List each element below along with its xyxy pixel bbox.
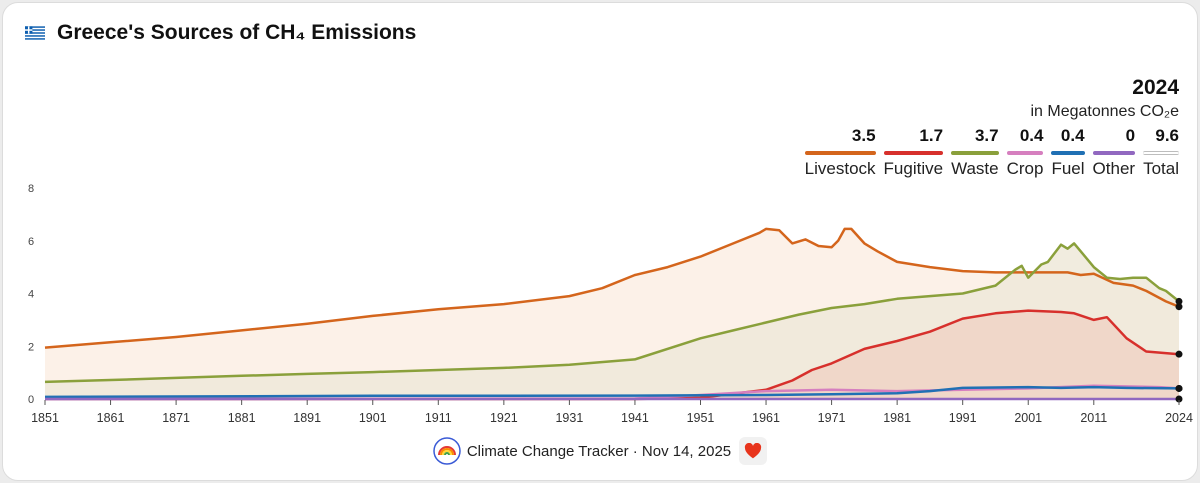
legend-item-total[interactable]: 9.6 Total — [1143, 125, 1179, 180]
x-tick-label: 1971 — [818, 411, 846, 425]
legend-label: Crop — [1006, 159, 1044, 178]
legend-value: 3.5 — [851, 126, 876, 145]
end-point-livestock — [1175, 303, 1183, 311]
y-tick-label: 6 — [28, 236, 34, 248]
legend: 3.5 Livestock 1.7 Fugitive 3.7 Waste 0.4… — [797, 125, 1179, 180]
x-tick-label: 1891 — [293, 411, 321, 425]
legend-label: Total — [1143, 159, 1179, 178]
unit-label: in Megatonnes CO₂e — [1030, 103, 1179, 120]
end-point-fugitive — [1175, 350, 1183, 358]
greece-flag-icon — [25, 26, 45, 40]
legend-swatch — [1006, 151, 1044, 155]
x-tick-label: 1871 — [162, 411, 190, 425]
legend-item-fuel[interactable]: 0.4 Fuel — [1051, 125, 1085, 180]
x-tick-label: 1921 — [490, 411, 518, 425]
legend-value: 3.7 — [974, 126, 999, 145]
y-tick-label: 4 — [28, 289, 34, 301]
x-tick-label: 1901 — [359, 411, 387, 425]
legend-label: Fugitive — [883, 159, 944, 178]
selected-year: 2024 — [1132, 76, 1179, 99]
legend-value: 0.4 — [1019, 126, 1044, 145]
x-tick-label: 1861 — [97, 411, 125, 425]
end-point-other — [1175, 395, 1183, 403]
x-tick-label: 1961 — [752, 411, 780, 425]
x-tick-label: 1881 — [228, 411, 256, 425]
legend-swatch-total — [1143, 151, 1179, 155]
y-tick-label: 2 — [28, 341, 34, 353]
chart-title: Greece's Sources of CH₄ Emissions — [57, 21, 417, 44]
x-tick-label: 1941 — [621, 411, 649, 425]
x-tick-label: 1951 — [687, 411, 715, 425]
legend-item-livestock[interactable]: 3.5 Livestock — [804, 125, 876, 180]
legend-swatch — [1092, 151, 1136, 155]
legend-label: Waste — [951, 159, 999, 178]
legend-swatch — [883, 151, 944, 155]
y-tick-label: 0 — [28, 394, 34, 406]
x-tick-label: 1981 — [883, 411, 911, 425]
footer: Climate Change Tracker · Nov 14, 2025 — [3, 437, 1197, 465]
area-fugitive — [45, 310, 1179, 399]
climate-change-tracker-logo — [433, 437, 461, 465]
line-waste — [44, 242, 1180, 384]
legend-label: Fuel — [1051, 159, 1085, 178]
x-tick-label: 1931 — [555, 411, 583, 425]
x-tick-label: 1991 — [949, 411, 977, 425]
end-point-fuel — [1175, 384, 1183, 392]
legend-item-other[interactable]: 0 Other — [1092, 125, 1136, 180]
like-button[interactable] — [739, 437, 768, 465]
legend-value: 9.6 — [1155, 126, 1179, 145]
x-tick-label: 2024 — [1165, 411, 1193, 425]
area-chart[interactable]: 0 2 4 6 8 1851 1861 1871 1881 1891 1901 1911 1921 193… — [3, 3, 1197, 433]
x-tick-label: 1851 — [31, 411, 59, 425]
credit-text: Climate Change Tracker · Nov 14, 2025 — [466, 442, 732, 460]
legend-swatch — [1051, 151, 1085, 155]
legend-swatch — [804, 151, 876, 155]
legend-label: Livestock — [804, 159, 876, 178]
end-point-waste — [1175, 297, 1183, 305]
legend-item-waste[interactable]: 3.7 Waste — [951, 125, 999, 180]
y-tick-label: 8 — [28, 183, 34, 195]
legend-value: 0 — [1125, 126, 1136, 145]
legend-label: Other — [1092, 159, 1136, 178]
legend-swatch — [951, 151, 999, 155]
title-row: Greece's Sources of CH₄ Emissions — [25, 21, 416, 45]
legend-value: 1.7 — [919, 126, 944, 145]
line-livestock — [44, 227, 1180, 349]
legend-value: 0.4 — [1060, 126, 1085, 145]
legend-item-fugitive[interactable]: 1.7 Fugitive — [883, 125, 944, 180]
legend-item-crop[interactable]: 0.4 Crop — [1006, 125, 1044, 180]
x-tick-label: 2001 — [1014, 411, 1042, 425]
x-tick-label: 2011 — [1080, 411, 1107, 425]
x-tick-label: 1911 — [425, 411, 452, 425]
line-fuel — [44, 385, 1180, 399]
heart-icon — [745, 443, 762, 459]
